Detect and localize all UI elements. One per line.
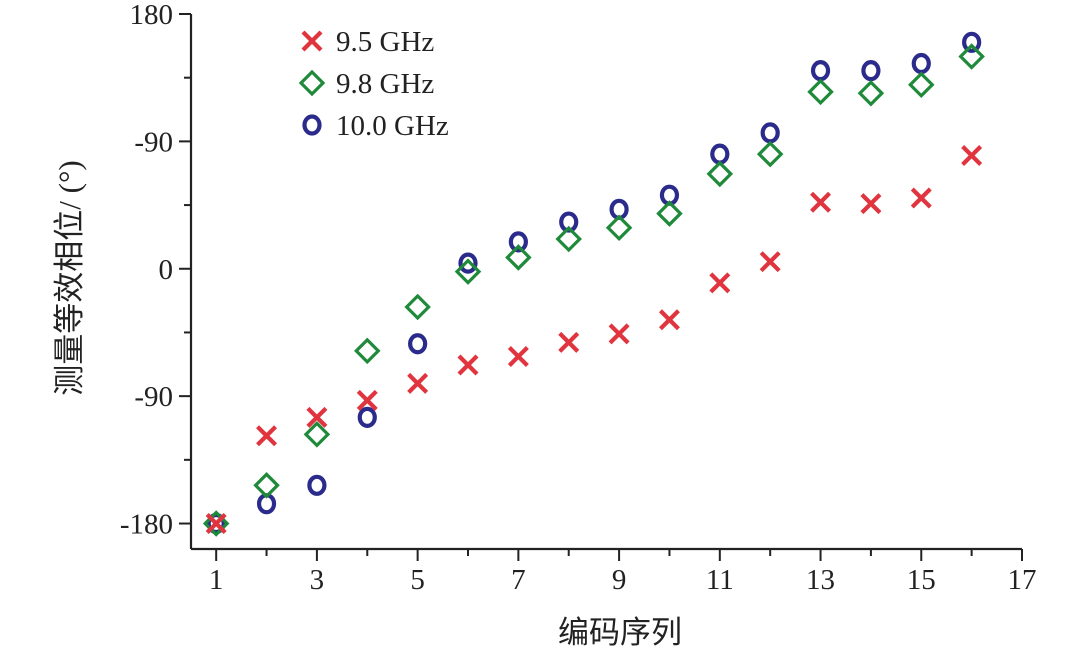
x-tick-label: 13 [806,564,835,596]
y-tick-label: 0 [159,254,174,286]
data-point-circle [357,406,377,428]
data-point-x [306,406,328,428]
y-tick-label: -90 [134,126,173,158]
data-point-circle [810,60,831,82]
data-point-diamond [908,71,935,99]
data-point-x [658,309,680,331]
data-point-diamond [605,214,633,241]
data-point-x [407,372,429,394]
axes [189,14,1022,551]
data-point-x [507,346,529,367]
data-point-x [558,331,580,353]
data-point-diamond [253,472,280,499]
data-points [202,31,985,537]
data-point-circle [307,474,327,496]
data-point-diamond [706,160,734,188]
data-point-diamond [756,140,784,168]
data-point-diamond [404,293,431,321]
x-tick-label: 3 [310,564,325,596]
x-tick-label: 15 [907,564,936,596]
x-tick-label: 5 [410,564,425,596]
y-axis-title: 测量等效相位/ (°) [52,160,87,395]
y-tick-label: -180 [120,509,173,541]
legend-label: 9.5 GHz [336,26,434,58]
data-point-diamond [454,258,482,285]
legend-label: 10.0 GHz [336,110,449,142]
legend-marker-diamond [298,69,326,97]
data-point-diamond [354,337,381,365]
data-point-circle [559,211,579,233]
y-tick-label: -90 [134,381,173,413]
legend-marker-x [301,30,323,52]
x-tick-label: 9 [612,564,627,596]
x-tick-label: 7 [511,564,526,596]
data-point-x [608,323,630,345]
data-point-circle [508,231,528,253]
data-point-diamond [505,244,532,271]
data-point-diamond [958,43,985,70]
legend-label: 9.8 GHz [336,68,434,100]
x-tick-label: 11 [706,564,734,596]
x-tick-label: 1 [209,564,224,596]
data-point-x [860,193,882,215]
data-point-diamond [656,200,683,227]
legend: 9.5 GHz 9.8 GHz 10.0 GHz [298,26,449,142]
legend-marker-circle [302,114,322,136]
data-point-x [256,425,278,447]
data-point-diamond [202,510,230,537]
data-point-x [961,145,983,167]
data-point-circle [710,143,730,165]
data-point-circle [911,52,931,75]
data-point-x [910,187,932,209]
data-point-circle [760,122,780,144]
data-point-circle [206,512,226,535]
data-point-x [356,389,378,411]
data-point-x [709,272,731,294]
data-point-diamond [807,78,834,106]
data-point-circle [861,60,881,82]
data-point-x [205,513,227,535]
data-point-x [457,354,479,376]
data-point-diamond [857,79,885,107]
data-point-diamond [555,225,582,253]
data-point-diamond [303,421,331,448]
data-point-circle [408,333,428,355]
data-point-circle [458,252,478,274]
data-point-circle [962,31,982,53]
x-axis-title: 编码序列 [558,615,682,650]
data-point-x [759,251,781,273]
data-point-x [810,191,832,213]
y-tick-label: 180 [130,0,174,31]
x-tick-label: 17 [1008,564,1037,596]
